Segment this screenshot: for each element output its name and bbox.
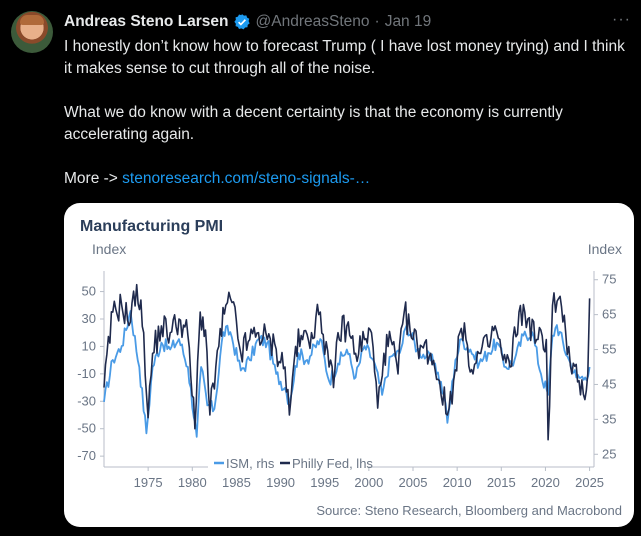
x-tick-label: 2000 [354, 475, 383, 490]
x-tick-label: 2015 [487, 475, 516, 490]
author-handle[interactable]: @AndreasSteno [255, 13, 370, 30]
left-tick-label: -10 [77, 366, 96, 381]
right-axis-unit: Index [587, 241, 622, 257]
right-tick-label: 25 [602, 446, 616, 461]
x-tick-label: 1990 [266, 475, 295, 490]
left-tick-label: -30 [77, 393, 96, 408]
x-tick-label: 1980 [178, 475, 207, 490]
x-tick-label: 2010 [443, 475, 472, 490]
left-tick-label: 10 [82, 338, 96, 353]
right-tick-label: 45 [602, 376, 616, 391]
verified-badge-icon [233, 14, 250, 30]
left-tick-label: 30 [82, 311, 96, 326]
chart-title: Manufacturing PMI [80, 218, 224, 235]
avatar[interactable] [11, 11, 53, 53]
chart-source: Source: Steno Research, Bloomberg and Ma… [316, 503, 622, 518]
tweet-text: I honestly don’t know how to forecast Tr… [64, 36, 636, 190]
more-prefix: More -> [64, 170, 123, 187]
author-name[interactable]: Andreas Steno Larsen [64, 13, 229, 30]
tweet-date[interactable]: Jan 19 [384, 13, 432, 30]
tweet-paragraph-2: What we do know with a decent certainty … [64, 104, 563, 143]
left-tick-label: 50 [82, 284, 96, 299]
legend-ism-label: ISM, rhs [226, 456, 275, 471]
philly-fed-line [103, 283, 591, 441]
right-tick-label: 55 [602, 342, 616, 357]
more-options-icon[interactable]: ··· [612, 11, 631, 28]
right-tick-label: 65 [602, 307, 616, 322]
legend-philly-label: Philly Fed, lhs [292, 456, 373, 471]
left-axis-unit: Index [92, 241, 127, 257]
left-tick-label: -70 [77, 448, 96, 463]
pmi-chart: 50 30 10 -10 -30 -50 -70 75 65 55 45 35 25 1975 1980 19… [77, 271, 616, 490]
x-tick-label: 1985 [222, 475, 251, 490]
x-tick-label: 2005 [399, 475, 428, 490]
right-tick-label: 75 [602, 272, 616, 287]
x-tick-label: 2025 [575, 475, 604, 490]
chart-card[interactable]: Manufacturing PMI Index Index 50 30 10 -10 -… [64, 203, 634, 527]
tweet-header: Andreas Steno Larsen @AndreasSteno · Jan… [64, 11, 631, 33]
separator-dot: · [374, 13, 380, 30]
ism-line [103, 310, 591, 438]
right-tick-label: 35 [602, 411, 616, 426]
article-link[interactable]: stenoresearch.com/steno-signals-… [122, 170, 371, 187]
tweet-paragraph-3: More -> stenoresearch.com/steno-signals-… [64, 168, 636, 190]
left-tick-label: -50 [77, 421, 96, 436]
tweet-paragraph-1: I honestly don’t know how to forecast Tr… [64, 38, 625, 77]
x-tick-label: 2020 [531, 475, 560, 490]
x-tick-label: 1995 [310, 475, 339, 490]
x-tick-label: 1975 [134, 475, 163, 490]
